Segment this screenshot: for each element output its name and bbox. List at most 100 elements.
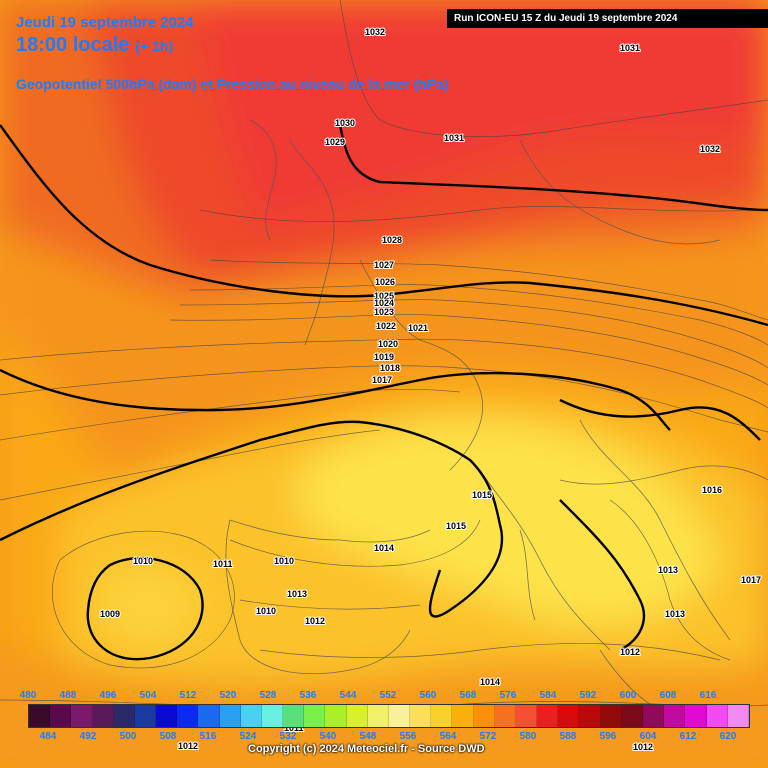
legend-swatch xyxy=(177,705,199,727)
legend-tick-label: 572 xyxy=(479,731,497,742)
isobar-label: 1026 xyxy=(375,277,395,287)
map-valid-time: 18:00 locale (+ 1h) xyxy=(16,34,173,57)
legend-tick-label: 524 xyxy=(239,731,257,742)
legend-swatch xyxy=(240,705,262,727)
legend-swatch xyxy=(29,705,51,727)
legend-tick-label: 536 xyxy=(299,690,317,701)
geopotential-contours xyxy=(0,124,768,661)
isobar-label: 1011 xyxy=(213,559,233,569)
isobar-label: 1018 xyxy=(380,363,400,373)
legend-tick-label: 516 xyxy=(199,731,217,742)
legend-swatch xyxy=(579,705,601,727)
isobar-label: 1027 xyxy=(374,260,394,270)
isobar-label: 1016 xyxy=(702,485,722,495)
isobar-label: 1031 xyxy=(620,43,640,53)
legend-tick-label: 588 xyxy=(559,731,577,742)
legend-swatch xyxy=(642,705,665,727)
legend-swatch xyxy=(50,705,72,727)
isobar-label: 1025 xyxy=(374,291,394,301)
legend-tick-label: 612 xyxy=(679,731,697,742)
isobar-label: 1021 xyxy=(408,323,428,333)
legend-tick-label: 508 xyxy=(159,731,177,742)
isobar-label: 1023 xyxy=(374,307,394,317)
legend-tick-label: 616 xyxy=(699,690,717,701)
legend-tick-label: 480 xyxy=(19,690,37,701)
legend-tick-label: 496 xyxy=(99,690,117,701)
legend-swatch xyxy=(494,705,516,727)
field-title: Geopotentiel 500hPa (dam) et Pression au… xyxy=(16,76,449,92)
legend-swatch xyxy=(134,705,157,727)
legend-swatch xyxy=(71,705,93,727)
isobar-label: 1010 xyxy=(256,606,276,616)
legend-tick-label: 568 xyxy=(459,690,477,701)
legend-tick-label: 608 xyxy=(659,690,677,701)
legend-tick-label: 552 xyxy=(379,690,397,701)
legend-tick-label: 512 xyxy=(179,690,197,701)
legend-swatch xyxy=(410,705,432,727)
legend-swatch xyxy=(664,705,686,727)
legend-swatch xyxy=(727,705,749,727)
legend-tick-label: 540 xyxy=(319,731,337,742)
map-date: Jeudi 19 septembre 2024 xyxy=(16,14,194,31)
legend-swatch xyxy=(367,705,389,727)
legend-tick-label: 500 xyxy=(119,731,137,742)
legend-swatch xyxy=(515,705,538,727)
time-offset: (+ 1h) xyxy=(135,38,174,54)
isobar-label: 1022 xyxy=(376,321,396,331)
legend-tick-label: 504 xyxy=(139,690,157,701)
legend-swatch xyxy=(283,705,305,727)
coastlines xyxy=(225,119,731,711)
pressure-labels: 1032 1031 1030 1029 1031 1032 1028 1027 … xyxy=(99,26,762,753)
isobar-label: 1016 xyxy=(702,485,722,495)
isobar-label: 1029 xyxy=(325,137,345,147)
isobar-label: 1031 xyxy=(444,133,464,143)
legend-swatch xyxy=(473,705,495,727)
legend-swatch xyxy=(537,705,559,727)
legend-tick-label: 548 xyxy=(359,731,377,742)
isobar-label: 1030 xyxy=(335,118,355,128)
isobar-label: 1032 xyxy=(700,144,720,154)
legend-swatch xyxy=(113,705,135,727)
isobar-label: 1013 xyxy=(658,565,678,575)
isobar-label: 1012 xyxy=(178,741,198,751)
legend-swatch xyxy=(706,705,728,727)
legend-swatch xyxy=(600,705,622,727)
legend-swatch xyxy=(304,705,326,727)
legend-tick-label: 620 xyxy=(719,731,737,742)
legend-tick-label: 544 xyxy=(339,690,357,701)
legend-swatch xyxy=(198,705,220,727)
legend-swatch xyxy=(685,705,707,727)
legend-tick-label: 600 xyxy=(619,690,637,701)
isobar-label: 1024 xyxy=(374,298,394,308)
valid-time-text: 18:00 locale xyxy=(16,34,130,56)
legend-swatch xyxy=(621,705,643,727)
isobar-label: 1028 xyxy=(382,235,402,245)
isobar-label: 1019 xyxy=(374,352,394,362)
legend-tick-label: 492 xyxy=(79,731,97,742)
legend-tick-label: 484 xyxy=(39,731,57,742)
isobar-label: 1014 xyxy=(374,543,394,553)
isobar-label: 1014 xyxy=(480,677,500,687)
legend-tick-label: 592 xyxy=(579,690,597,701)
legend-tick-label: 520 xyxy=(219,690,237,701)
legend-swatch xyxy=(558,705,580,727)
isobar-label: 1010 xyxy=(274,556,294,566)
legend-tick-label: 576 xyxy=(499,690,517,701)
legend-swatch xyxy=(431,705,453,727)
isobar-label: 1017 xyxy=(741,575,761,585)
isobar-label: 1015 xyxy=(472,490,492,500)
isobar-label: 1012 xyxy=(633,742,653,752)
isobar-label: 1010 xyxy=(133,556,153,566)
legend-tick-label: 564 xyxy=(439,731,457,742)
isobar-label: 1020 xyxy=(378,339,398,349)
legend-swatch xyxy=(452,705,474,727)
isobar-label: 1017 xyxy=(372,375,392,385)
isobar-label: 1013 xyxy=(287,589,307,599)
legend-tick-label: 528 xyxy=(259,690,277,701)
isobar-label: 1012 xyxy=(305,616,325,626)
legend-tick-label: 580 xyxy=(519,731,537,742)
legend-swatch xyxy=(156,705,178,727)
isobar-label: 1015 xyxy=(446,521,466,531)
legend-tick-label: 488 xyxy=(59,690,77,701)
